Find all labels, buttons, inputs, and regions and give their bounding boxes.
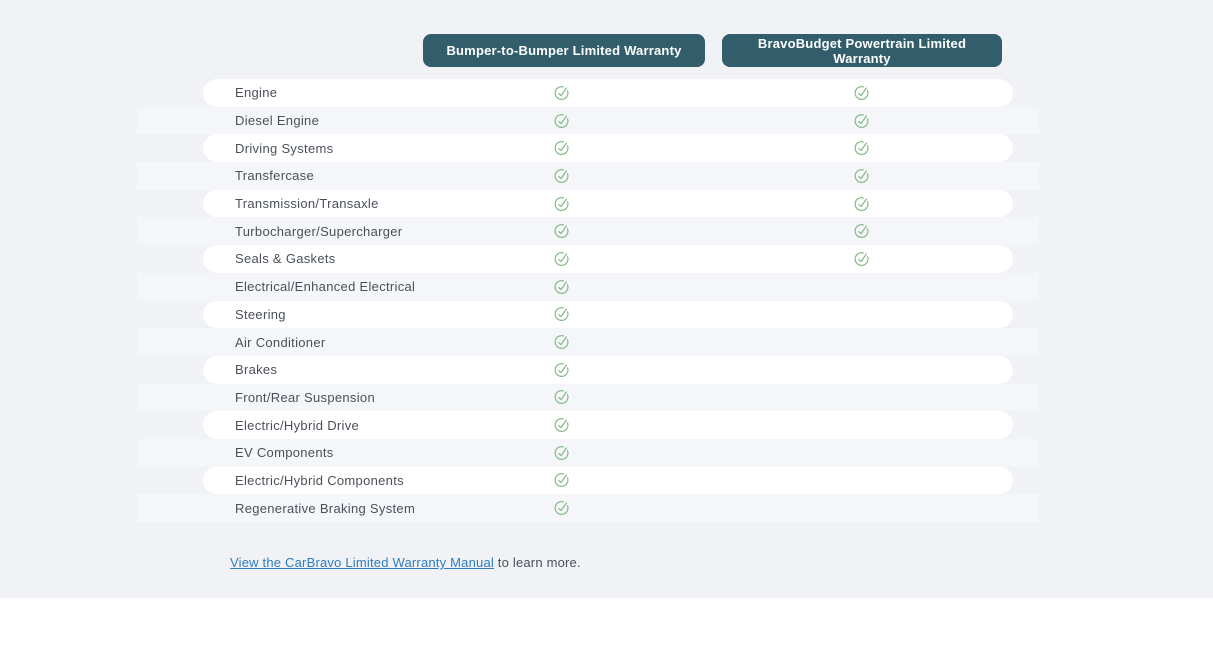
check-circle-icon bbox=[853, 223, 870, 240]
component-label: Electric/Hybrid Drive bbox=[235, 417, 360, 433]
component-label: Regenerative Braking System bbox=[235, 500, 416, 516]
component-label: Engine bbox=[235, 85, 278, 101]
table-row: EV Components bbox=[137, 438, 1039, 467]
table-row: Electric/Hybrid Drive bbox=[203, 411, 1013, 439]
table-row: Electrical/Enhanced Electrical bbox=[137, 272, 1039, 301]
check-circle-icon bbox=[553, 112, 570, 129]
check-circle-icon bbox=[553, 250, 570, 267]
component-label: Front/Rear Suspension bbox=[235, 389, 375, 405]
component-label: Seals & Gaskets bbox=[235, 251, 336, 267]
column-header-bumper-to-bumper-button[interactable]: Bumper-to-Bumper Limited Warranty bbox=[423, 34, 705, 67]
check-circle-icon bbox=[553, 472, 570, 489]
component-label: Electric/Hybrid Components bbox=[235, 472, 404, 488]
table-row: Electric/Hybrid Components bbox=[203, 466, 1013, 495]
table-row: Turbocharger/Supercharger bbox=[137, 217, 1039, 245]
check-circle-icon bbox=[853, 112, 870, 129]
component-label: Air Conditioner bbox=[235, 334, 326, 350]
table-row: Engine bbox=[203, 79, 1013, 107]
component-label: Steering bbox=[235, 306, 286, 322]
component-label: Driving Systems bbox=[235, 140, 334, 156]
check-circle-icon bbox=[553, 278, 570, 295]
check-circle-icon bbox=[553, 140, 570, 157]
warranty-coverage-table: Engine Diesel Engine bbox=[137, 79, 1039, 522]
check-circle-icon bbox=[553, 444, 570, 461]
table-row: Driving Systems bbox=[203, 134, 1013, 163]
component-label: EV Components bbox=[235, 445, 334, 461]
check-circle-icon bbox=[853, 140, 870, 157]
footer-note: View the CarBravo Limited Warranty Manua… bbox=[230, 555, 581, 570]
column-header-bravobudget-powertrain-button[interactable]: BravoBudget Powertrain Limited Warranty bbox=[722, 34, 1002, 67]
table-row: Front/Rear Suspension bbox=[137, 383, 1039, 412]
table-row: Steering bbox=[203, 300, 1013, 329]
check-circle-icon bbox=[553, 167, 570, 184]
table-row: Seals & Gaskets bbox=[203, 245, 1013, 273]
check-circle-icon bbox=[853, 195, 870, 212]
table-row: Brakes bbox=[203, 355, 1013, 384]
check-circle-icon bbox=[853, 167, 870, 184]
table-row: Transmission/Transaxle bbox=[203, 189, 1013, 218]
check-circle-icon bbox=[553, 417, 570, 434]
check-circle-icon bbox=[553, 223, 570, 240]
footer-suffix-text: to learn more. bbox=[493, 555, 581, 570]
warranty-manual-link[interactable]: View the CarBravo Limited Warranty Manua… bbox=[230, 555, 494, 570]
table-row: Air Conditioner bbox=[137, 328, 1039, 356]
component-label: Turbocharger/Supercharger bbox=[235, 223, 403, 239]
table-row: Regenerative Braking System bbox=[137, 494, 1039, 522]
component-label: Diesel Engine bbox=[235, 113, 320, 129]
check-circle-icon bbox=[553, 361, 570, 378]
component-label: Electrical/Enhanced Electrical bbox=[235, 279, 416, 295]
component-label: Transmission/Transaxle bbox=[235, 196, 379, 212]
check-circle-icon bbox=[853, 250, 870, 267]
component-label: Transfercase bbox=[235, 168, 314, 184]
check-circle-icon bbox=[553, 195, 570, 212]
component-label: Brakes bbox=[235, 362, 278, 378]
check-circle-icon bbox=[853, 84, 870, 101]
check-circle-icon bbox=[553, 334, 570, 351]
table-row: Transfercase bbox=[137, 162, 1039, 190]
check-circle-icon bbox=[553, 84, 570, 101]
check-circle-icon bbox=[553, 389, 570, 406]
check-circle-icon bbox=[553, 500, 570, 517]
check-circle-icon bbox=[553, 306, 570, 323]
table-row: Diesel Engine bbox=[137, 106, 1039, 135]
